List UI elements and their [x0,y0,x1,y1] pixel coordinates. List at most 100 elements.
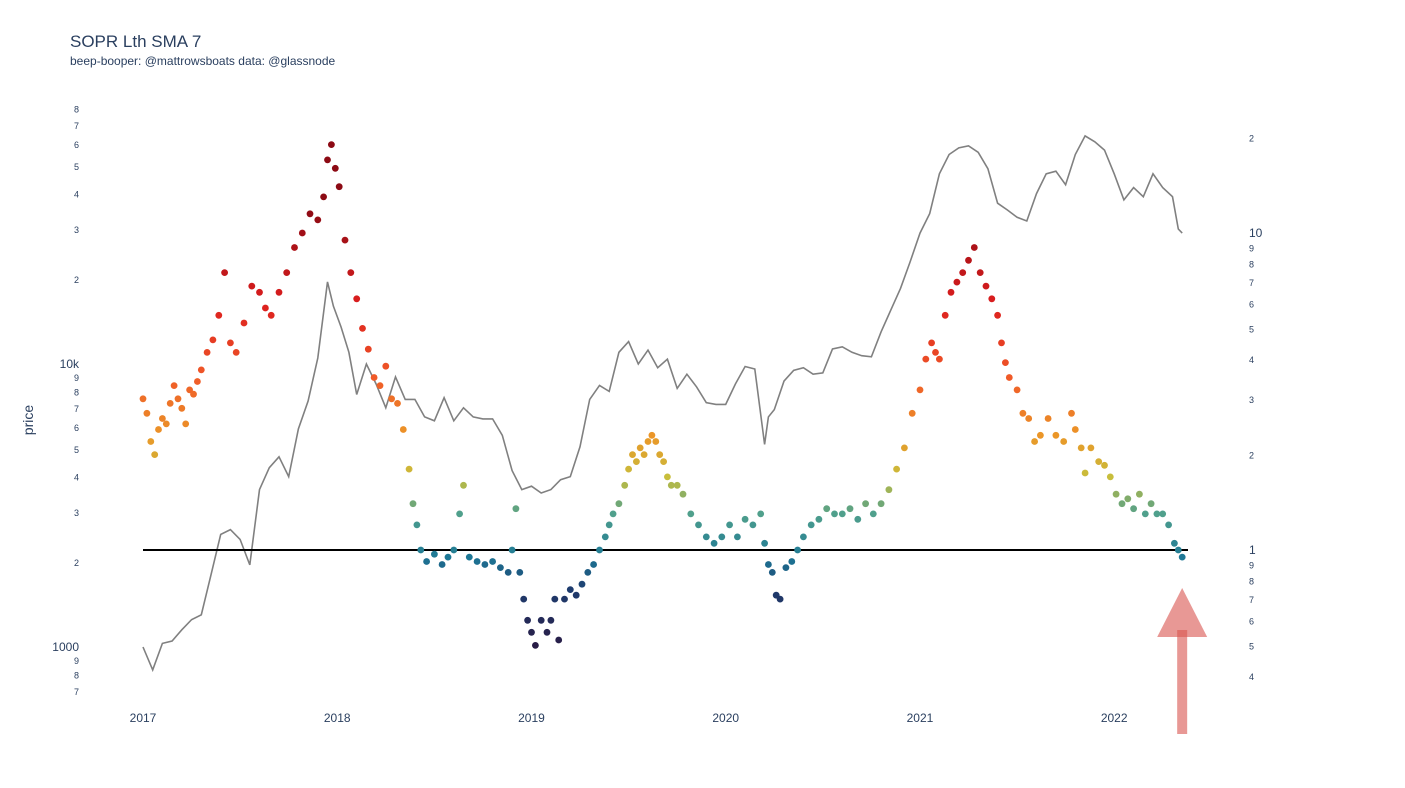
sopr-point [409,500,417,508]
sopr-points-layer [139,141,1186,649]
y-left-tick-label: 9 [74,656,79,666]
x-tick-label: 2018 [324,711,351,725]
chart-subtitle: beep-booper: @mattrowsboats data: @glass… [70,54,336,68]
sopr-point [601,533,609,541]
sopr-point [596,546,603,554]
sopr-point [734,533,741,541]
sopr-point [456,510,463,518]
y-left-tick-label: 8 [74,104,79,114]
sopr-point [170,382,178,389]
sopr-point [959,269,967,276]
y-right-tick-label: 7 [1249,278,1254,288]
sopr-point [186,386,194,394]
y-right-tick-label: 5 [1249,324,1254,334]
sopr-point [306,210,314,218]
sopr-point [1068,409,1075,417]
y-right-tick-label: 4 [1249,355,1254,365]
sopr-point [182,420,190,428]
sopr-point [1118,500,1126,508]
sopr-point [953,278,961,286]
y-left-tick-label: 3 [74,508,79,518]
sopr-point [1095,458,1103,465]
sopr-point [800,533,807,541]
sopr-point [444,553,452,561]
sopr-point [555,636,563,644]
sopr-point [702,533,710,541]
sopr-point [512,505,520,513]
sopr-point [417,546,425,554]
sopr-point [908,409,916,417]
sopr-point [324,156,331,164]
sopr-point [1081,469,1089,477]
y-left-tick-label: 5 [74,445,79,455]
sopr-point [364,345,372,353]
sopr-point [473,558,481,565]
sopr-point [267,311,275,319]
sopr-point [982,282,990,290]
sopr-point [174,395,182,403]
sopr-point [335,183,343,191]
sopr-point [341,236,349,244]
sopr-point [423,558,430,565]
sopr-point [547,616,555,624]
sopr-point [994,311,1001,319]
sopr-point [1052,431,1060,439]
sopr-point [1130,505,1137,513]
sopr-point [862,500,869,508]
sopr-point [1136,490,1143,498]
sopr-point [656,451,664,458]
sopr-point [248,282,256,290]
sopr-point [988,295,996,303]
arrow-shaft [1177,630,1188,734]
sopr-point [823,505,831,513]
sopr-point [215,311,223,319]
sopr-point [765,561,772,568]
sopr-point [1037,431,1044,439]
x-tick-label: 2022 [1101,711,1128,725]
chart-title: SOPR Lth SMA 7 [70,32,202,51]
sopr-point [256,288,263,296]
sopr-point [283,269,291,276]
sopr-point [749,521,757,529]
sopr-point [566,586,574,593]
sopr-point [590,561,597,568]
sopr-point [578,580,586,588]
sopr-point [625,465,632,473]
sopr-point [928,339,935,347]
sopr-point [359,325,366,332]
sopr-point [331,164,339,172]
sopr-point [438,561,446,568]
sopr-point [159,415,166,422]
sopr-point [197,366,205,374]
sopr-point [776,595,784,603]
sopr-point [1025,415,1033,422]
sopr-point [633,458,640,465]
sopr-point [194,378,201,385]
sopr-point [664,473,671,481]
y-left-tick-label: 7 [74,687,79,697]
sopr-point [405,465,413,473]
sopr-point [710,539,718,547]
sopr-point [794,546,801,554]
arrow-head [1157,588,1208,637]
price-line-layer [142,134,1183,673]
sopr-point [584,569,592,576]
sopr-point [460,481,467,489]
sopr-point [970,244,978,251]
sopr-point [893,465,900,473]
sopr-point [1165,521,1172,529]
sopr-point [1013,386,1021,394]
y-right-tick-label: 8 [1249,260,1254,270]
y-right-tick-label: 2 [1249,134,1254,144]
sopr-point [399,426,407,433]
sopr-point [1087,444,1095,452]
y-left-tick-label: 6 [74,423,79,433]
sopr-point [1031,438,1038,445]
sopr-point [757,510,765,518]
sopr-point [413,521,421,529]
sopr-point [1044,415,1052,422]
sopr-point [838,510,846,518]
sopr-point [1171,539,1178,547]
y-right-tick-label: 9 [1249,561,1254,571]
